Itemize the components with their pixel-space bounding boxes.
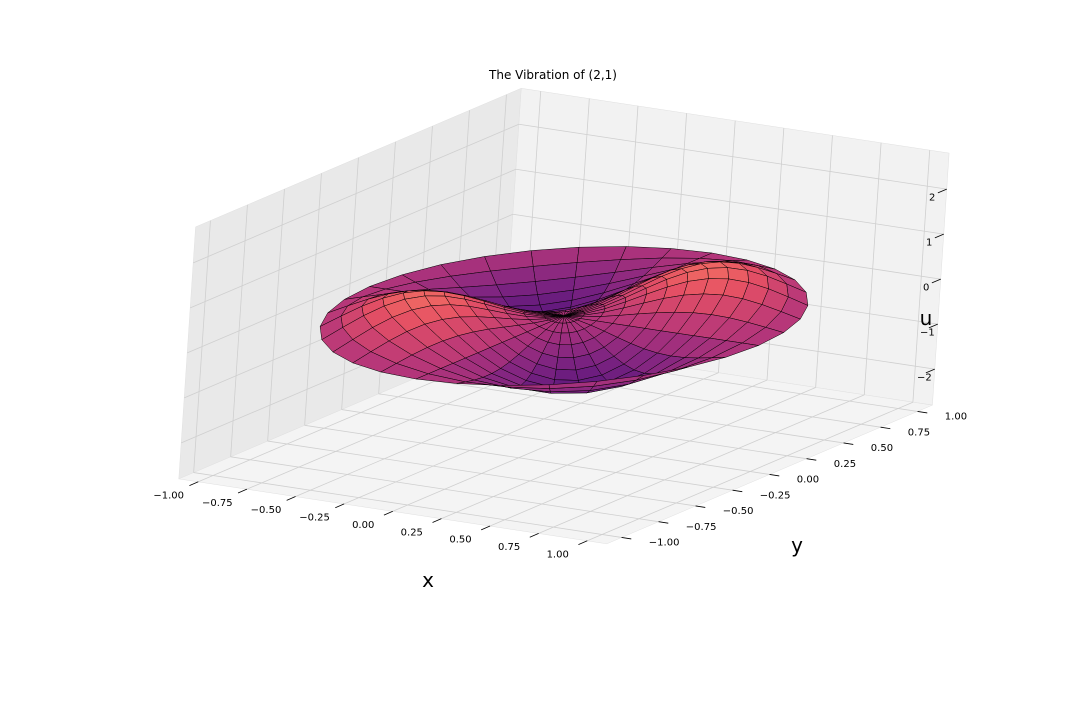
y-tick-mark xyxy=(806,458,817,461)
x-tick-label: −0.75 xyxy=(202,498,233,509)
x-tick-label: 0.25 xyxy=(401,527,423,538)
y-tick-mark xyxy=(880,426,891,430)
surface-patch xyxy=(423,290,446,297)
x-tick-mark xyxy=(189,481,199,486)
x-tick-label: 0.50 xyxy=(449,535,471,546)
y-tick-label: −1.00 xyxy=(649,538,680,549)
grid-line xyxy=(415,377,844,444)
grid-line xyxy=(187,213,514,354)
z-tick-mark xyxy=(925,368,935,374)
surface-patch xyxy=(557,344,574,358)
y-tick-mark xyxy=(843,442,854,445)
x-tick-mark xyxy=(432,518,442,523)
z-tick-mark xyxy=(928,323,938,329)
surface-patch xyxy=(502,294,541,307)
z-tick-label: −2 xyxy=(917,373,932,384)
y-tick-label: 0.75 xyxy=(908,427,930,438)
surface-patch xyxy=(555,357,577,371)
z-tick-label: 0 xyxy=(923,283,929,294)
x-tick-mark xyxy=(481,525,491,531)
x-axis-label: x xyxy=(422,568,434,592)
z-axis-label: u xyxy=(920,306,933,330)
y-tick-label: 0.25 xyxy=(834,459,856,470)
z-tick-mark xyxy=(931,278,941,284)
x-tick-mark xyxy=(286,496,296,501)
grid-line xyxy=(341,409,770,475)
grid-line xyxy=(193,123,520,264)
x-tick-label: −1.00 xyxy=(153,490,184,501)
x-tick-label: −0.50 xyxy=(251,505,282,516)
surface-patch xyxy=(501,384,550,389)
axis-ticks: −1.00 −0.75 −0.50 −0.25 0.00 0.25 0.50 0.75 1.00… xyxy=(153,188,967,560)
surface-patch xyxy=(559,332,572,346)
grid-line xyxy=(378,393,807,460)
grid-line xyxy=(267,440,696,507)
z-tick-mark xyxy=(937,188,947,194)
grid-line xyxy=(190,168,517,309)
grid-line xyxy=(518,123,947,190)
chart-title: The Vibration of (2,1) xyxy=(488,68,617,82)
x-tick-label: −0.25 xyxy=(299,513,330,524)
x-tick-label: 1.00 xyxy=(547,549,569,560)
z-tick-mark xyxy=(934,233,944,239)
z-tick-label: 1 xyxy=(926,238,932,249)
y-tick-mark xyxy=(658,521,669,524)
y-tick-label: −0.25 xyxy=(760,490,791,501)
grid-line xyxy=(230,456,659,523)
x-tick-label: 0.75 xyxy=(498,542,520,553)
y-tick-label: 0.50 xyxy=(871,443,893,454)
y-tick-mark xyxy=(621,537,632,540)
z-tick-label: 2 xyxy=(929,193,935,204)
x-tick-mark xyxy=(335,503,345,509)
y-tick-label: −0.75 xyxy=(686,522,717,533)
grid-line xyxy=(515,168,944,235)
grid-line xyxy=(512,213,941,280)
y-tick-label: 1.00 xyxy=(945,412,967,423)
y-tick-label: −0.50 xyxy=(723,506,754,517)
x-tick-mark xyxy=(529,533,539,538)
x-tick-mark xyxy=(237,488,248,494)
surface-patch xyxy=(554,369,579,381)
z-tick-label: −1 xyxy=(920,328,935,339)
x-tick-mark xyxy=(383,510,393,516)
x-tick-mark xyxy=(578,540,588,545)
x-tick-label: 0.00 xyxy=(352,520,374,531)
grid-line xyxy=(304,424,733,491)
y-tick-mark xyxy=(732,489,743,493)
y-tick-mark xyxy=(769,474,780,477)
y-axis-label: y xyxy=(791,533,803,557)
surface-patch xyxy=(707,267,729,280)
y-tick-mark xyxy=(917,411,928,414)
surface-mesh xyxy=(319,246,809,394)
grid-line xyxy=(193,472,622,538)
y-tick-mark xyxy=(695,505,706,508)
y-tick-label: 0.00 xyxy=(797,475,819,486)
